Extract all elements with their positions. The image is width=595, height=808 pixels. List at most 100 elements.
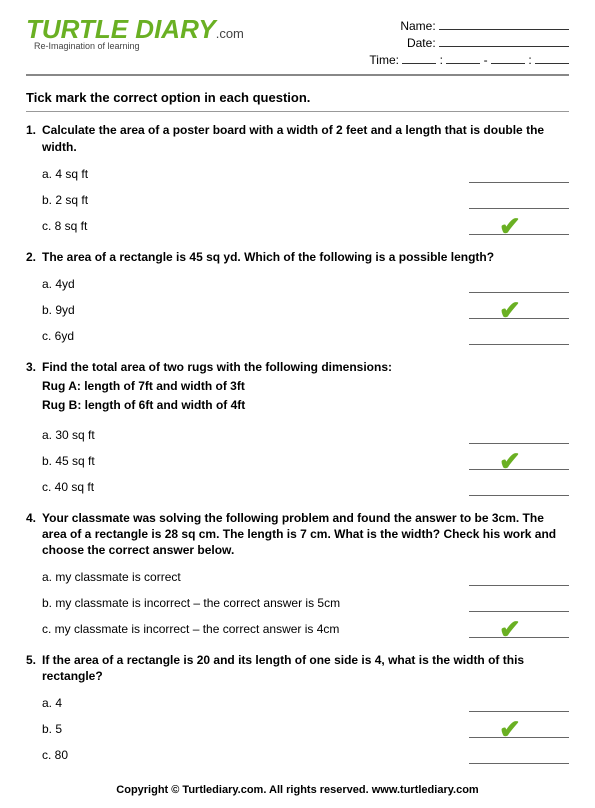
answer-line[interactable] <box>469 746 569 764</box>
logo-text: TURTLE DIARY.com <box>26 16 244 42</box>
header: TURTLE DIARY.com Re-Imagination of learn… <box>26 16 569 76</box>
option-text: c. 40 sq ft <box>42 480 382 494</box>
checkmark-icon: ✔ <box>499 295 521 326</box>
checkmark-icon: ✔ <box>499 714 521 745</box>
question-extra-line: Rug B: length of 6ft and width of 4ft <box>42 396 569 415</box>
option: b. my classmate is incorrect – the corre… <box>42 590 569 616</box>
question-number: 3. <box>26 359 42 375</box>
options: a. 4yd b. 9yd ✔ c. 6yd <box>42 271 569 349</box>
option: a. 4 sq ft <box>42 161 569 187</box>
name-blank[interactable] <box>439 18 569 30</box>
question-text: 1.Calculate the area of a poster board w… <box>26 122 569 154</box>
question-text: 2. The area of a rectangle is 45 sq yd. … <box>26 249 569 265</box>
option: b. 9yd ✔ <box>42 297 569 323</box>
question-body: Your classmate was solving the following… <box>42 510 569 559</box>
question-body: If the area of a rectangle is 20 and its… <box>42 652 569 684</box>
question-body: Find the total area of two rugs with the… <box>42 359 569 375</box>
answer-line[interactable]: ✔ <box>469 217 569 235</box>
option: c. 6yd <box>42 323 569 349</box>
time-blank-3[interactable] <box>491 52 525 64</box>
question: 2. The area of a rectangle is 45 sq yd. … <box>26 249 569 349</box>
option: c. 80 <box>42 742 569 768</box>
logo-suffix: .com <box>216 26 244 41</box>
option-text: b. 9yd <box>42 303 382 317</box>
question-body: Calculate the area of a poster board wit… <box>42 122 569 154</box>
info-block: Name: Date: Time: : - : <box>369 16 569 68</box>
answer-line[interactable] <box>469 191 569 209</box>
instruction: Tick mark the correct option in each que… <box>26 90 569 112</box>
date-blank[interactable] <box>439 35 569 47</box>
option: c. 40 sq ft <box>42 474 569 500</box>
footer: Copyright © Turtlediary.com. All rights … <box>26 784 569 796</box>
questions-container: 1.Calculate the area of a poster board w… <box>26 122 569 768</box>
answer-line[interactable] <box>469 275 569 293</box>
time-blank-2[interactable] <box>446 52 480 64</box>
options: a. my classmate is correct b. my classmat… <box>42 564 569 642</box>
option-text: b. 45 sq ft <box>42 454 382 468</box>
option-text: a. 4yd <box>42 277 382 291</box>
checkmark-icon: ✔ <box>499 211 521 242</box>
option: c. 8 sq ft ✔ <box>42 213 569 239</box>
option: a. 30 sq ft <box>42 422 569 448</box>
question-extra: Rug A: length of 7ft and width of 3ftRug… <box>42 377 569 415</box>
options: a. 4 sq ft b. 2 sq ft c. 8 sq ft ✔ <box>42 161 569 239</box>
date-row: Date: <box>369 35 569 52</box>
question-body: The area of a rectangle is 45 sq yd. Whi… <box>42 249 569 265</box>
answer-line[interactable] <box>469 165 569 183</box>
question: 3.Find the total area of two rugs with t… <box>26 359 569 500</box>
logo-block: TURTLE DIARY.com Re-Imagination of learn… <box>26 16 244 68</box>
time-blank-4[interactable] <box>535 52 569 64</box>
answer-line[interactable] <box>469 568 569 586</box>
option: b. 45 sq ft ✔ <box>42 448 569 474</box>
option-text: c. 6yd <box>42 329 382 343</box>
option: a. 4 <box>42 690 569 716</box>
option-text: c. 80 <box>42 748 382 762</box>
answer-line[interactable]: ✔ <box>469 452 569 470</box>
option: a. 4yd <box>42 271 569 297</box>
answer-line[interactable]: ✔ <box>469 620 569 638</box>
option-text: a. 30 sq ft <box>42 428 382 442</box>
option: b. 5 ✔ <box>42 716 569 742</box>
time-row: Time: : - : <box>369 52 569 69</box>
option-text: c. my classmate is incorrect – the corre… <box>42 622 382 636</box>
question-number: 4. <box>26 510 42 559</box>
question-text: 3.Find the total area of two rugs with t… <box>26 359 569 375</box>
option: b. 2 sq ft <box>42 187 569 213</box>
option: c. my classmate is incorrect – the corre… <box>42 616 569 642</box>
question-number: 2. <box>26 249 42 265</box>
time-blank-1[interactable] <box>402 52 436 64</box>
question-text: 5.If the area of a rectangle is 20 and i… <box>26 652 569 684</box>
answer-line[interactable]: ✔ <box>469 301 569 319</box>
answer-line[interactable] <box>469 327 569 345</box>
worksheet-page: TURTLE DIARY.com Re-Imagination of learn… <box>0 0 595 808</box>
option-text: a. 4 <box>42 696 382 710</box>
options: a. 30 sq ft b. 45 sq ft ✔ c. 40 sq ft <box>42 422 569 500</box>
question: 5.If the area of a rectangle is 20 and i… <box>26 652 569 768</box>
answer-line[interactable] <box>469 594 569 612</box>
option-text: b. 2 sq ft <box>42 193 382 207</box>
answer-line[interactable] <box>469 478 569 496</box>
answer-line[interactable]: ✔ <box>469 720 569 738</box>
option-text: c. 8 sq ft <box>42 219 382 233</box>
logo-main: TURTLE DIARY <box>26 14 216 44</box>
option-text: b. my classmate is incorrect – the corre… <box>42 596 382 610</box>
question: 4.Your classmate was solving the followi… <box>26 510 569 643</box>
question-number: 5. <box>26 652 42 684</box>
name-row: Name: <box>369 18 569 35</box>
checkmark-icon: ✔ <box>499 614 521 645</box>
question-extra-line: Rug A: length of 7ft and width of 3ft <box>42 377 569 396</box>
checkmark-icon: ✔ <box>499 446 521 477</box>
option-text: a. my classmate is correct <box>42 570 382 584</box>
question: 1.Calculate the area of a poster board w… <box>26 122 569 238</box>
answer-line[interactable] <box>469 694 569 712</box>
options: a. 4 b. 5 ✔ c. 80 <box>42 690 569 768</box>
option-text: b. 5 <box>42 722 382 736</box>
name-label: Name: <box>400 19 435 33</box>
option-text: a. 4 sq ft <box>42 167 382 181</box>
option: a. my classmate is correct <box>42 564 569 590</box>
answer-line[interactable] <box>469 426 569 444</box>
date-label: Date: <box>407 36 436 50</box>
time-label: Time: <box>369 53 399 67</box>
question-number: 1. <box>26 122 42 154</box>
question-text: 4.Your classmate was solving the followi… <box>26 510 569 559</box>
